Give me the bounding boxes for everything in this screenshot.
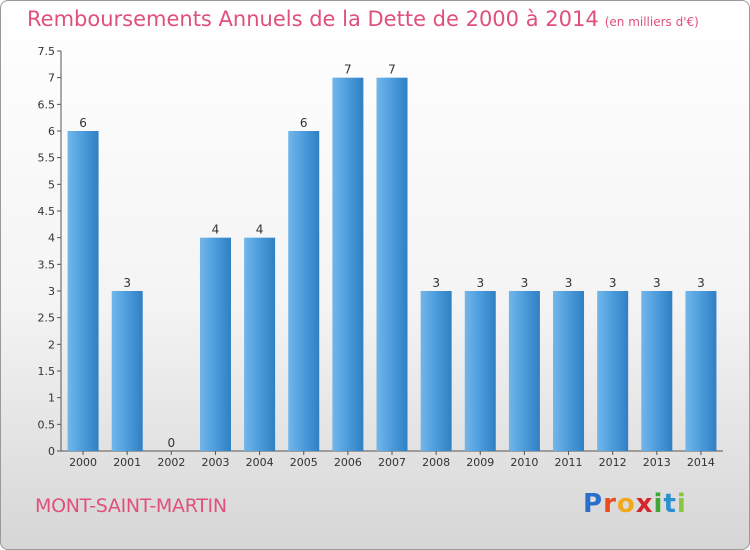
city-name: MONT-SAINT-MARTIN (35, 495, 227, 517)
y-tick-label: 0 (48, 445, 55, 458)
proxiti-logo: Proxiti (583, 489, 687, 519)
data-label-2012: 3 (609, 276, 617, 290)
data-label-2000: 6 (79, 116, 87, 130)
y-tick-label: 1 (48, 392, 55, 405)
y-tick-label: 4.5 (38, 205, 56, 218)
bar-2007 (376, 77, 408, 452)
data-label-2004: 4 (256, 223, 264, 237)
data-label-2006: 7 (344, 63, 352, 77)
logo-letter: i (653, 489, 664, 519)
y-tick-label: 2 (48, 338, 55, 351)
y-tick-label: 7.5 (38, 45, 56, 58)
bar-2012 (597, 291, 629, 451)
data-label-2014: 3 (697, 276, 705, 290)
x-tick-label: 2010 (510, 456, 538, 469)
y-tick-label: 3.5 (38, 258, 56, 271)
x-tick-label: 2005 (290, 456, 318, 469)
chart-bars (67, 77, 717, 452)
chart-axes: 0 0.5 1 1.5 2 2.5 3 3.5 4 4.5 5 5.5 6 6.5 7 7.5 2000 2001… (38, 45, 723, 469)
y-tick-label: 4 (48, 232, 55, 245)
x-tick-label: 2004 (246, 456, 274, 469)
data-label-2002: 0 (168, 436, 176, 450)
data-label-2003: 4 (212, 223, 220, 237)
bar-2013 (641, 291, 673, 451)
x-tick-label: 2014 (687, 456, 715, 469)
chart-unit: (en milliers d'€) (604, 15, 699, 29)
data-label-2009: 3 (476, 276, 484, 290)
data-label-2001: 3 (123, 276, 131, 290)
logo-letter: x (635, 489, 654, 519)
x-tick-label: 2013 (643, 456, 671, 469)
y-tick-label: 3 (48, 285, 55, 298)
x-tick-label: 2009 (466, 456, 494, 469)
x-tick-label: 2000 (69, 456, 97, 469)
chart-title-text: Remboursements Annuels de la Dette de 20… (27, 7, 599, 31)
data-label-2007: 7 (388, 63, 396, 77)
chart-labels: 6 3 0 4 4 6 7 7 3 3 3 3 3 3 3 (79, 63, 705, 450)
bar-2011 (553, 291, 585, 451)
bar-2003 (199, 237, 231, 451)
data-label-2005: 6 (300, 116, 308, 130)
data-label-2010: 3 (521, 276, 529, 290)
x-tick-label: 2006 (334, 456, 362, 469)
y-tick-label: 5 (48, 178, 55, 191)
x-tick-label: 2011 (555, 456, 583, 469)
data-label-2011: 3 (565, 276, 573, 290)
bar-2006 (332, 77, 364, 452)
chart-title: Remboursements Annuels de la Dette de 20… (27, 7, 699, 31)
data-label-2013: 3 (653, 276, 661, 290)
x-tick-label: 2001 (113, 456, 141, 469)
logo-letter: o (616, 489, 636, 519)
bar-2008 (420, 291, 452, 451)
bar-2009 (464, 291, 496, 451)
y-tick-label: 5.5 (38, 152, 56, 165)
bar-2001 (111, 291, 143, 451)
x-tick-label: 2007 (378, 456, 406, 469)
y-tick-label: 7 (48, 72, 55, 85)
y-tick-label: 6.5 (38, 98, 56, 111)
y-tick-label: 1.5 (38, 365, 56, 378)
x-tick-label: 2002 (157, 456, 185, 469)
data-label-2008: 3 (432, 276, 440, 290)
logo-letter: i (676, 489, 687, 519)
bar-2005 (288, 131, 320, 451)
x-tick-label: 2008 (422, 456, 450, 469)
logo-letter: r (603, 489, 617, 519)
logo-letter: t (663, 489, 677, 519)
bar-2010 (508, 291, 540, 451)
y-tick-label: 6 (48, 125, 55, 138)
x-tick-label: 2003 (201, 456, 229, 469)
bar-2000 (67, 131, 99, 451)
bar-2014 (685, 291, 717, 451)
bar-2004 (244, 237, 276, 451)
y-tick-label: 0.5 (38, 418, 56, 431)
x-tick-label: 2012 (599, 456, 627, 469)
logo-letter: P (583, 489, 604, 519)
y-tick-label: 2.5 (38, 312, 56, 325)
